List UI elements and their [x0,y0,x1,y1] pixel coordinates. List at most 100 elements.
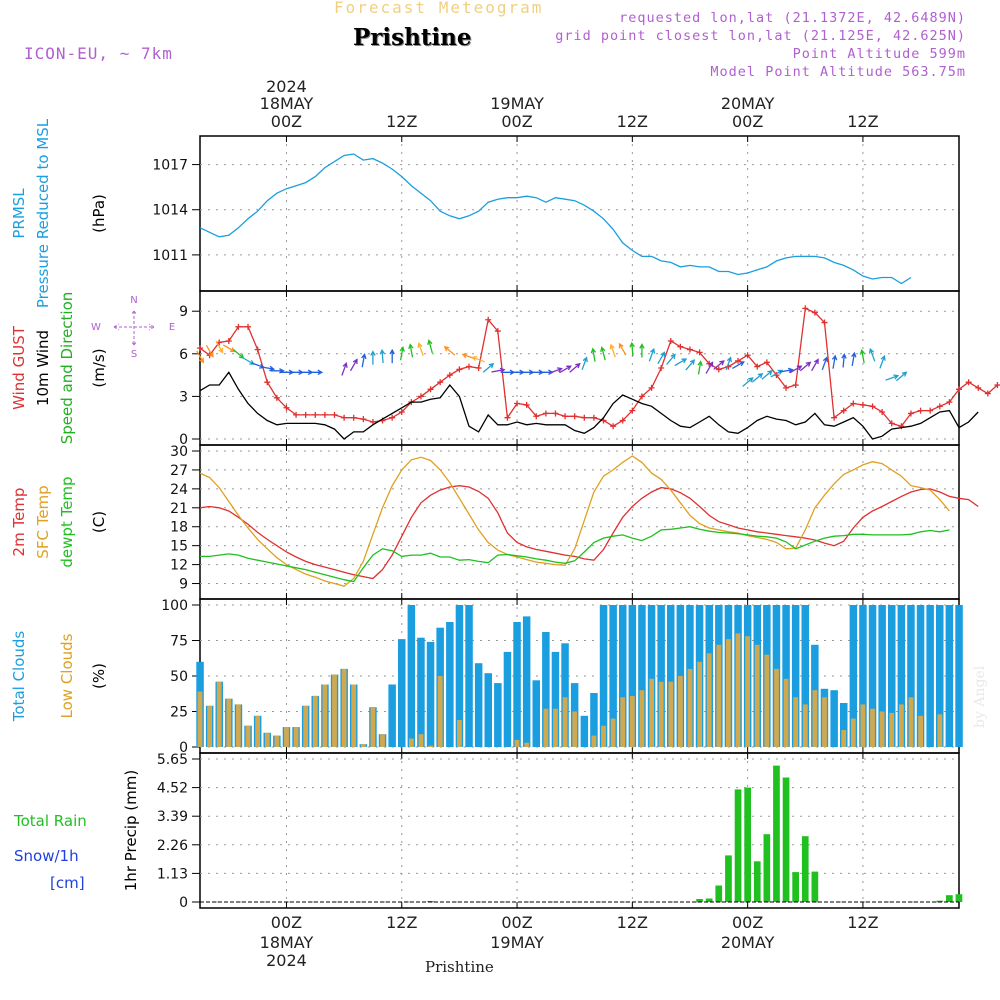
bar [599,605,608,747]
bar [801,836,809,902]
side-label: Wind GUST [10,325,28,410]
gust-marker [552,410,559,417]
bar [426,641,435,747]
wind-arrow [751,372,764,383]
side-label: Total Clouds [10,631,28,723]
bar [868,605,877,747]
wind-arrow [427,339,433,354]
gust-marker [696,349,703,356]
gust-marker [735,357,742,364]
gust-marker [994,382,1000,389]
bar [696,899,703,902]
bar [879,711,885,747]
wind-arrow [732,361,745,369]
y-tick-label: 1.13 [157,866,188,882]
product-title: Forecast Meteogram [334,0,544,17]
side-label: 2m Temp [10,488,28,557]
bar [553,708,558,747]
bar [236,704,241,747]
wind-arrow [821,356,829,371]
y-tick-label: 6 [179,347,188,363]
wind-arrow [789,365,803,374]
wind-arrow [648,347,656,362]
gust-marker [581,414,588,421]
gust-marker [667,338,674,345]
wind-arrow [349,358,358,372]
gust-marker [533,413,540,420]
bar [303,705,309,747]
wind-arrow [629,341,635,357]
wind-arrow [361,353,367,368]
bar [907,605,915,747]
bar [341,668,347,747]
bar [503,651,512,747]
bar [437,676,443,747]
gust-marker [542,410,549,417]
bar [830,690,838,747]
gust-marker [197,345,203,352]
footer-location: Prishtine [425,958,494,976]
wind-arrow [590,347,597,362]
panel-wind: 0 3 6 9 (m/s) Wind GUST 10m Wind Speed and Dire… [10,290,1000,448]
y-tick-label: 2.26 [157,838,188,854]
wind-arrow [370,350,376,365]
series-line [199,455,950,587]
bar [619,605,627,747]
bar [945,605,954,747]
panels: 1011 1014 1017 (hPa) PRMSL Pressure Reduced t… [10,118,1000,911]
compass-n: N [130,295,137,306]
y-tick-label: 5.65 [157,752,188,768]
top-time-label: 12Z [386,112,417,131]
gust-marker [610,423,617,430]
gust-marker [927,407,934,414]
gust-marker [321,411,328,418]
wind-arrow [549,367,563,374]
y-axis-label: (m/s) [90,348,108,387]
wind-arrow [233,349,245,359]
bar [936,605,944,747]
top-date-label: 19MAY [490,94,544,113]
bottom-time-label: 12Z [617,913,648,932]
bar [870,708,875,747]
bar [312,695,318,747]
compass-e: E [169,322,175,333]
bar [763,834,771,902]
bar [801,605,809,747]
wind-arrow [471,355,485,363]
bar [398,639,406,747]
gust-marker [879,409,886,416]
side-label: Total Rain [13,812,87,830]
bar [562,697,568,747]
bar [207,705,212,747]
bar [859,605,867,747]
bar [609,605,617,747]
bar [726,639,731,747]
panel-clouds: 0 25 50 75 100 (%) Total Clouds Low Clouds [10,598,963,756]
bar [591,735,597,747]
wind-arrow [205,344,214,358]
y-tick-label: 4.52 [157,781,188,797]
gust-marker [369,418,376,425]
bar [649,678,654,747]
wind-arrow [260,365,276,372]
gust-marker [350,414,357,421]
gust-marker [590,414,597,421]
top-date-label: 18MAY [260,94,314,113]
panel-precipitation: 0 1.13 2.26 3.39 4.52 5.65 1hr Precip (mm) Tota… [13,752,963,911]
gust-marker [417,393,424,400]
gust-marker [965,379,972,386]
gust-marker [293,411,300,418]
gust-marker [331,411,338,418]
model-label: ICON-EU, ~ 7km [24,44,173,63]
bar [590,693,598,747]
bottom-date-label: 18MAY [260,933,314,952]
wind-arrow [831,354,838,369]
bar [580,715,589,747]
bar [936,900,944,902]
y-tick-label: 0 [179,895,188,911]
y-axis-label: (C) [90,511,108,533]
wind-arrow [196,350,205,364]
series-line [200,526,950,583]
